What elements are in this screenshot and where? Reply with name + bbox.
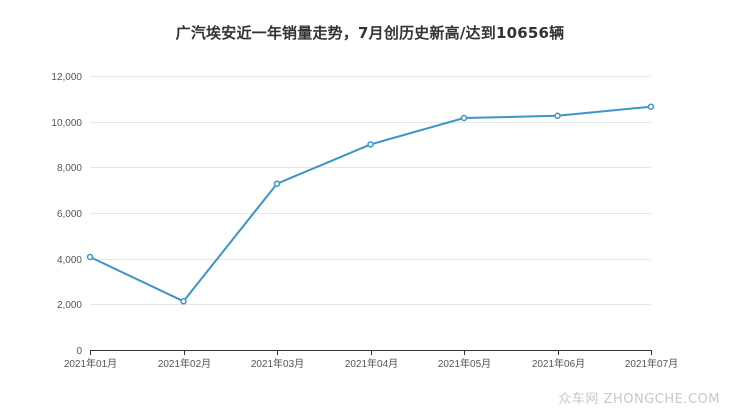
y-tick-label: 4,000 [57, 255, 82, 266]
axis-layer [90, 350, 652, 355]
x-tick-label: 2021年07月 [625, 357, 678, 370]
y-tick-label: 10,000 [51, 118, 82, 129]
data-point [554, 112, 561, 120]
y-tick-label: 0 [76, 346, 82, 357]
chart-title: 广汽埃安近一年销量走势，7月创历史新高/达到10656辆 [175, 24, 565, 42]
watermark: 众车网 ZHONGCHE.COM [558, 392, 720, 407]
data-point [367, 141, 374, 148]
x-tick-label: 2021年02月 [158, 357, 211, 370]
grid-layer [90, 76, 651, 305]
x-tick-label: 2021年01月 [64, 357, 117, 370]
data-point [180, 298, 187, 305]
label-layer: 0 2,000 4,000 6,000 8,000 10,000 12,000 2021年01… [51, 72, 678, 370]
data-point [460, 114, 468, 122]
series-line [89, 105, 652, 303]
x-tick-label: 2021年05月 [438, 357, 491, 370]
x-tick-label: 2021年06月 [532, 357, 585, 370]
y-tick-label: 12,000 [51, 72, 82, 83]
y-tick-label: 8,000 [57, 163, 82, 174]
data-point [647, 103, 655, 110]
series-layer [86, 103, 655, 305]
y-tick-label: 2,000 [57, 300, 82, 311]
x-tick-label: 2021年04月 [345, 357, 398, 370]
x-tick-label: 2021年03月 [251, 357, 304, 370]
y-tick-label: 6,000 [57, 209, 82, 220]
data-point [273, 180, 281, 187]
data-point [86, 253, 94, 261]
